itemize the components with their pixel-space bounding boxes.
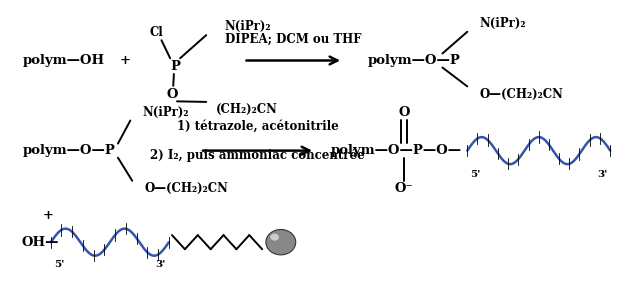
Text: polym—OH: polym—OH [23,54,105,67]
Text: 5': 5' [54,260,64,269]
Text: O: O [166,88,178,101]
Text: 5': 5' [470,170,481,179]
Text: 2) I₂, puis ammoniac concentrée: 2) I₂, puis ammoniac concentrée [151,148,365,162]
Text: DIPEA; DCM ou THF: DIPEA; DCM ou THF [225,33,362,46]
Text: OH—: OH— [21,236,59,249]
Ellipse shape [270,233,279,241]
Text: N(iPr)₂: N(iPr)₂ [143,106,189,119]
Ellipse shape [266,229,295,255]
Text: 3': 3' [156,260,166,269]
Text: +: + [42,209,53,222]
Text: P: P [170,60,180,72]
Text: N(iPr)₂: N(iPr)₂ [225,20,272,33]
Text: (CH₂)₂CN: (CH₂)₂CN [215,103,277,116]
Text: 3': 3' [597,170,607,179]
Text: Cl: Cl [149,26,163,39]
Text: polym—O—P: polym—O—P [368,54,461,67]
Text: O—(CH₂)₂CN: O—(CH₂)₂CN [479,88,564,101]
Text: 1) tétrazole, acétonitrile: 1) tétrazole, acétonitrile [177,120,339,133]
Text: polym—O—P: polym—O—P [23,144,116,157]
Text: N(iPr)₂: N(iPr)₂ [479,17,526,30]
Text: O⁻: O⁻ [394,182,413,195]
Text: O—(CH₂)₂CN: O—(CH₂)₂CN [145,182,229,195]
Text: polym—O—P—O—: polym—O—P—O— [331,144,462,157]
Text: O: O [398,106,410,119]
Text: +: + [120,54,131,67]
